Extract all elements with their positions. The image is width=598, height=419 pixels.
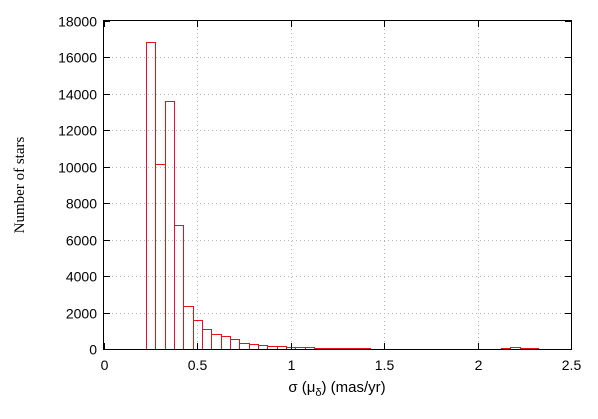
histogram-bar: [155, 164, 166, 350]
x-tick-label: 0.5: [188, 357, 208, 373]
x-tick-label: 2.5: [562, 357, 582, 373]
axis-ticks: 0 2000 4000 6000 8000 10000 12000 14000 16000 180…: [58, 14, 581, 374]
grid: [104, 21, 571, 349]
x-axis-label-pre: σ (μ: [288, 379, 315, 396]
histogram-bar: [258, 345, 268, 350]
histogram-bar: [146, 42, 156, 350]
y-tick-label: 10000: [58, 160, 97, 176]
x-axis-label: σ (μδ) (mas/yr): [288, 379, 385, 399]
y-tick-label: 12000: [58, 123, 97, 139]
y-tick-label: 2000: [66, 306, 97, 322]
y-tick-label: 6000: [66, 233, 97, 249]
histogram-bar: [249, 344, 259, 350]
y-axis-label: Number of stars: [12, 137, 28, 234]
histogram-bar: [230, 339, 240, 350]
y-tick-label: 0: [89, 342, 97, 358]
x-tick-label: 1: [288, 357, 296, 373]
y-tick-label: 14000: [58, 87, 97, 103]
histogram-bar: [202, 329, 212, 350]
histogram-bar: [183, 306, 194, 350]
x-tick-label: 0: [101, 357, 109, 373]
y-tick-label: 16000: [58, 50, 97, 66]
x-axis-label-sub: δ: [315, 387, 321, 399]
y-tick-label: 8000: [66, 196, 97, 212]
histogram-bar: [174, 225, 184, 350]
histogram-bars: [146, 42, 539, 350]
histogram-bar: [211, 334, 222, 350]
histogram-bar: [239, 343, 250, 350]
histogram-bar: [221, 336, 231, 350]
plot-frame: [103, 20, 572, 350]
x-tick-label: 2: [475, 357, 483, 373]
x-axis-label-post: ) (mas/yr): [322, 379, 386, 396]
y-tick-label: 18000: [58, 14, 97, 30]
x-tick-label: 1.5: [375, 357, 395, 373]
histogram-bar: [165, 101, 175, 350]
y-tick-label: 4000: [66, 269, 97, 285]
